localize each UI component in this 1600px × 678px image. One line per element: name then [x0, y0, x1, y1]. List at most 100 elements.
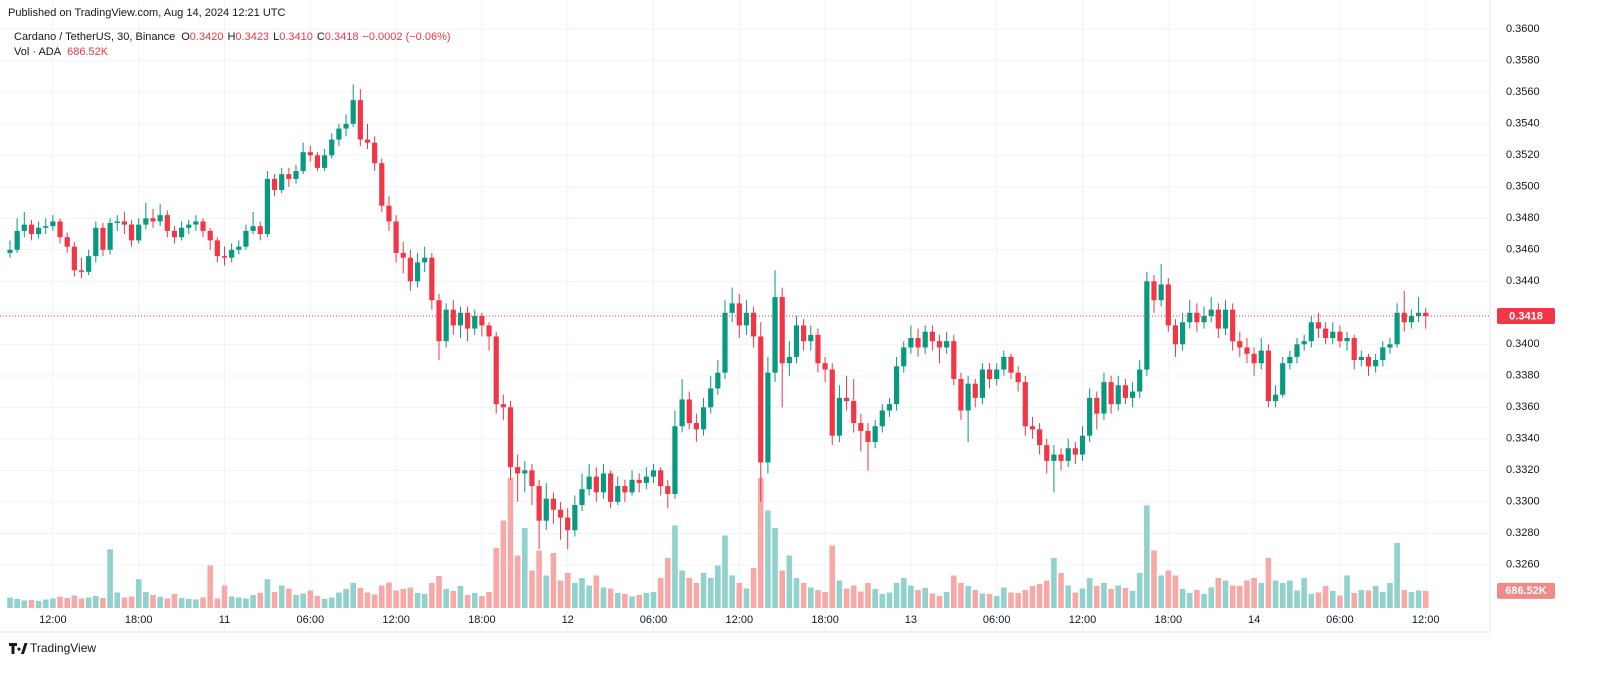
x-tick-label: 12:00: [1069, 614, 1097, 626]
volume-bar: [679, 570, 685, 608]
volume-bar: [343, 589, 349, 608]
volume-bar: [636, 595, 642, 608]
candle-body: [372, 142, 378, 164]
y-tick-label: 0.3380: [1506, 370, 1540, 382]
footer-brand: TradingView: [30, 641, 96, 655]
candle-body: [465, 312, 471, 329]
volume-bar: [922, 588, 928, 608]
volume-bar: [64, 598, 70, 608]
volume-bar: [1101, 583, 1107, 608]
axes: 0.3260 0.3280 0.3300 0.3320 0.3340 0.3360 0.33…: [0, 23, 1555, 626]
volume-bar: [114, 592, 121, 608]
candle-body: [207, 230, 213, 241]
candle-body: [407, 257, 413, 282]
volume-bar: [586, 585, 592, 608]
volume-bar: [1322, 586, 1329, 608]
candle-body: [758, 336, 764, 463]
y-tick-label: 0.3540: [1506, 118, 1540, 130]
volume-bar: [350, 583, 356, 608]
volume-bar: [471, 593, 478, 608]
candle-body: [858, 423, 864, 431]
candle-body: [1101, 382, 1107, 414]
candle-body: [450, 309, 456, 326]
candle-body: [593, 476, 599, 493]
candle-body: [600, 473, 607, 493]
candle-body: [1115, 385, 1121, 405]
y-tick-label: 0.3400: [1506, 338, 1540, 350]
candle-body: [1058, 454, 1064, 461]
volume-bar: [557, 580, 564, 608]
volume-bar: [357, 588, 364, 608]
volume-bar: [135, 579, 142, 608]
candle-body: [729, 303, 735, 313]
candle-body: [529, 470, 535, 487]
volume-bar: [28, 600, 35, 608]
volume-bar: [1058, 573, 1064, 608]
volume-bar: [443, 589, 449, 608]
volume-bar: [858, 591, 864, 608]
candle-body: [1051, 454, 1057, 461]
candle-body: [1194, 312, 1200, 323]
volume-bar: [1029, 586, 1036, 608]
volume-bar: [886, 592, 893, 608]
candle-body: [608, 473, 614, 502]
candle-body: [1151, 281, 1157, 301]
volume-bar: [85, 597, 92, 608]
candle-body: [1172, 325, 1179, 345]
candle-body: [843, 397, 850, 402]
candle-body: [136, 224, 142, 241]
candle-body: [1272, 394, 1279, 402]
volume-bar: [1358, 590, 1365, 608]
volume-bar: [536, 550, 542, 608]
candle-body: [28, 224, 35, 235]
candle-body: [322, 155, 328, 168]
volume-bar: [1408, 592, 1415, 608]
candle-body: [236, 246, 242, 250]
volume-bar: [800, 583, 807, 608]
candle-body: [1287, 356, 1293, 364]
candle-body: [271, 178, 278, 190]
volume-bar: [543, 575, 550, 608]
candle-body: [279, 174, 285, 190]
volume-bar: [1208, 587, 1214, 608]
candle-body: [965, 383, 971, 411]
y-tick-label: 0.3260: [1506, 559, 1540, 571]
candle-body: [1237, 341, 1243, 348]
volume-bar: [1151, 550, 1157, 608]
candle-body: [636, 479, 642, 483]
volume-bar: [822, 592, 828, 608]
candle-body: [386, 205, 392, 222]
candle-body: [21, 224, 27, 231]
candle-body: [1208, 309, 1214, 316]
volume-bar: [722, 535, 728, 608]
volume-bar: [50, 598, 56, 608]
candle-body: [128, 224, 135, 241]
candle-body: [779, 297, 785, 364]
volume-bar: [1344, 575, 1350, 608]
volume-bar: [250, 595, 256, 608]
volume-bar: [1008, 592, 1014, 608]
candle-body: [1358, 356, 1364, 361]
volume-bar: [765, 510, 771, 608]
volume-bar: [993, 596, 1000, 608]
candles: [7, 84, 1429, 550]
volume-bar: [1172, 575, 1179, 608]
volume-bar: [479, 596, 485, 608]
volume-bar: [736, 583, 743, 608]
candle-body: [951, 341, 957, 379]
x-tick-label: 18:00: [1155, 614, 1183, 626]
candle-body: [679, 399, 685, 427]
candle-body: [472, 315, 478, 329]
volume-bar: [908, 585, 914, 608]
candle-body: [936, 341, 943, 348]
candle-body: [1351, 338, 1357, 361]
volume-bar: [42, 599, 49, 608]
volume-bar: [414, 593, 421, 608]
volume-bar: [14, 599, 20, 608]
volume-bar: [893, 583, 900, 608]
volume-bar: [1422, 590, 1429, 608]
volume-bar: [328, 597, 335, 608]
candle-body: [436, 300, 442, 342]
volume-bar: [57, 596, 63, 608]
volume-bar: [400, 589, 407, 608]
